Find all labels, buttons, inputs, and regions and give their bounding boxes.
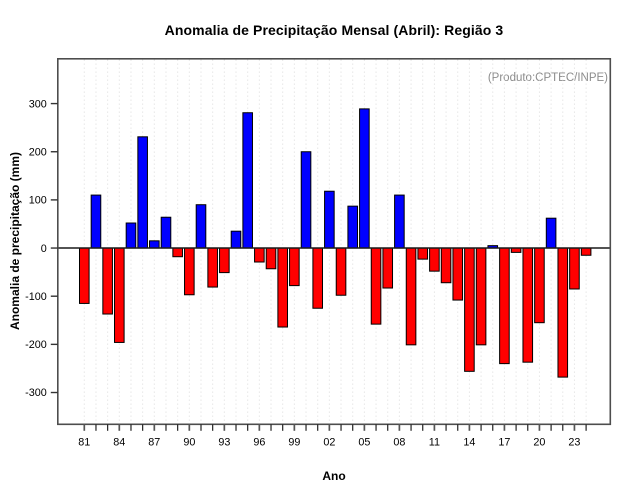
bar-2005: [359, 108, 370, 249]
bar-1996: [254, 247, 265, 263]
x-tick-label: 20: [533, 436, 545, 448]
x-tick-label: 90: [183, 436, 195, 448]
bar-1982: [90, 194, 102, 249]
x-tick-label: 23: [568, 436, 580, 448]
bar-1999: [289, 247, 300, 287]
bar-2012: [440, 247, 452, 284]
bar-2013: [452, 247, 464, 301]
x-tick-label: 08: [393, 436, 405, 448]
product-annotation: (Produto:CPTEC/INPE): [487, 72, 608, 84]
bar-2019: [522, 247, 534, 363]
bar-2000: [300, 151, 312, 249]
bar-2017: [499, 247, 510, 365]
bar-2022: [557, 247, 569, 378]
x-tick-label: 05: [358, 436, 370, 448]
bar-2010: [417, 247, 429, 260]
bar-1988: [160, 216, 172, 249]
y-tick-label: -100: [25, 291, 47, 303]
x-tick-label: 93: [218, 436, 230, 448]
bar-1984: [114, 247, 125, 343]
x-tick-label: 87: [148, 436, 160, 448]
bar-1986: [137, 136, 148, 249]
plot-box: [56, 57, 612, 426]
bar-2023: [569, 247, 580, 290]
bar-1987: [149, 240, 160, 249]
bar-1981: [79, 247, 90, 304]
chart-title: Anomalia de Precipitação Mensal (Abril):…: [164, 22, 504, 38]
bar-1983: [102, 247, 113, 315]
bar-2004: [347, 205, 359, 249]
x-tick-label: 02: [323, 436, 335, 448]
y-tick-label: -200: [25, 339, 47, 351]
bar-1991: [195, 204, 207, 249]
bar-2020: [534, 247, 545, 324]
bar-2007: [382, 247, 394, 289]
bar-2021: [545, 217, 557, 249]
bar-1995: [242, 112, 253, 249]
y-tick-label: 100: [29, 195, 47, 207]
bar-2014: [464, 247, 475, 372]
bar-2001: [312, 247, 323, 309]
bar-2024: [580, 247, 592, 256]
y-tick-label: 200: [29, 146, 47, 158]
x-tick-label: 99: [288, 436, 300, 448]
x-tick-label: 81: [78, 436, 90, 448]
bar-1992: [207, 247, 218, 288]
x-axis-label: Ano: [322, 469, 346, 483]
bar-1998: [277, 247, 288, 328]
bar-2003: [335, 247, 347, 296]
bar-2011: [429, 247, 440, 272]
y-tick-label: 300: [29, 98, 47, 110]
y-tick-label: -300: [25, 387, 47, 399]
bar-2015: [475, 247, 487, 346]
x-tick-label: 17: [498, 436, 510, 448]
bar-1990: [184, 247, 195, 296]
bar-1985: [125, 222, 137, 249]
y-tick-label: 0: [41, 243, 47, 255]
bar-2008: [394, 194, 405, 249]
x-tick-label: 11: [429, 436, 440, 448]
bar-1989: [172, 247, 183, 258]
bar-2002: [324, 190, 335, 249]
x-tick-label: 96: [253, 436, 265, 448]
bar-1997: [265, 247, 277, 270]
bar-1993: [219, 247, 230, 274]
bar-2009: [405, 247, 417, 346]
x-tick-label: 14: [463, 436, 475, 448]
bar-1994: [230, 230, 242, 249]
x-tick-label: 84: [113, 436, 125, 448]
bar-2006: [370, 247, 382, 325]
